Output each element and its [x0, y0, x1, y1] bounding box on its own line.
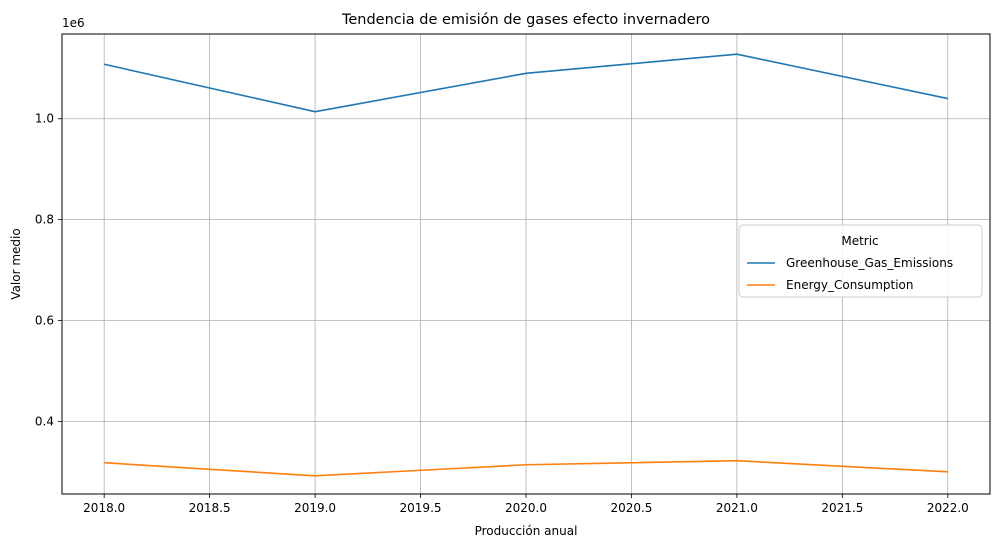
legend-items: Greenhouse_Gas_Emissions Energy_Consumpti…: [747, 256, 953, 292]
x-tick-label: 2020.0: [505, 501, 547, 515]
legend-box: [738, 224, 983, 298]
axis-ticks: 2018.0 2018.5 2019.0 2019.5 2020.0 2020.5 2021…: [35, 112, 969, 515]
series-lines: [104, 53, 948, 477]
series-line-energy-consumption: [104, 459, 948, 477]
x-tick-label: 2019.5: [400, 501, 442, 515]
legend: Metric Greenhouse_Gas_Emissions Energy_Co…: [738, 224, 983, 298]
y-tick-label: 0.8: [35, 213, 54, 227]
y-axis-offset-text: 1e6: [62, 16, 85, 30]
legend-title: Metric: [841, 234, 878, 248]
y-tick-label: 1.0: [35, 112, 54, 126]
x-tick-label: 2018.5: [189, 501, 231, 515]
y-tick-label: 0.6: [35, 313, 54, 327]
x-tick-label: 2021.0: [716, 501, 758, 515]
y-axis-label: Valor medio: [9, 228, 23, 299]
x-tick-label: 2020.5: [610, 501, 652, 515]
chart-title: Tendencia de emisión de gases efecto inv…: [341, 12, 710, 28]
legend-label: Greenhouse_Gas_Emissions: [786, 256, 953, 270]
grid-lines: [62, 34, 990, 494]
x-tick-label: 2021.5: [821, 501, 863, 515]
x-axis-label: Producción anual: [475, 524, 578, 538]
x-tick-label: 2018.0: [83, 501, 125, 515]
series-line-greenhouse-gas-emissions: [104, 53, 948, 113]
x-tick-label: 2022.0: [927, 501, 969, 515]
x-tick-label: 2019.0: [294, 501, 336, 515]
y-tick-label: 0.4: [35, 414, 54, 428]
legend-label: Energy_Consumption: [786, 278, 914, 292]
